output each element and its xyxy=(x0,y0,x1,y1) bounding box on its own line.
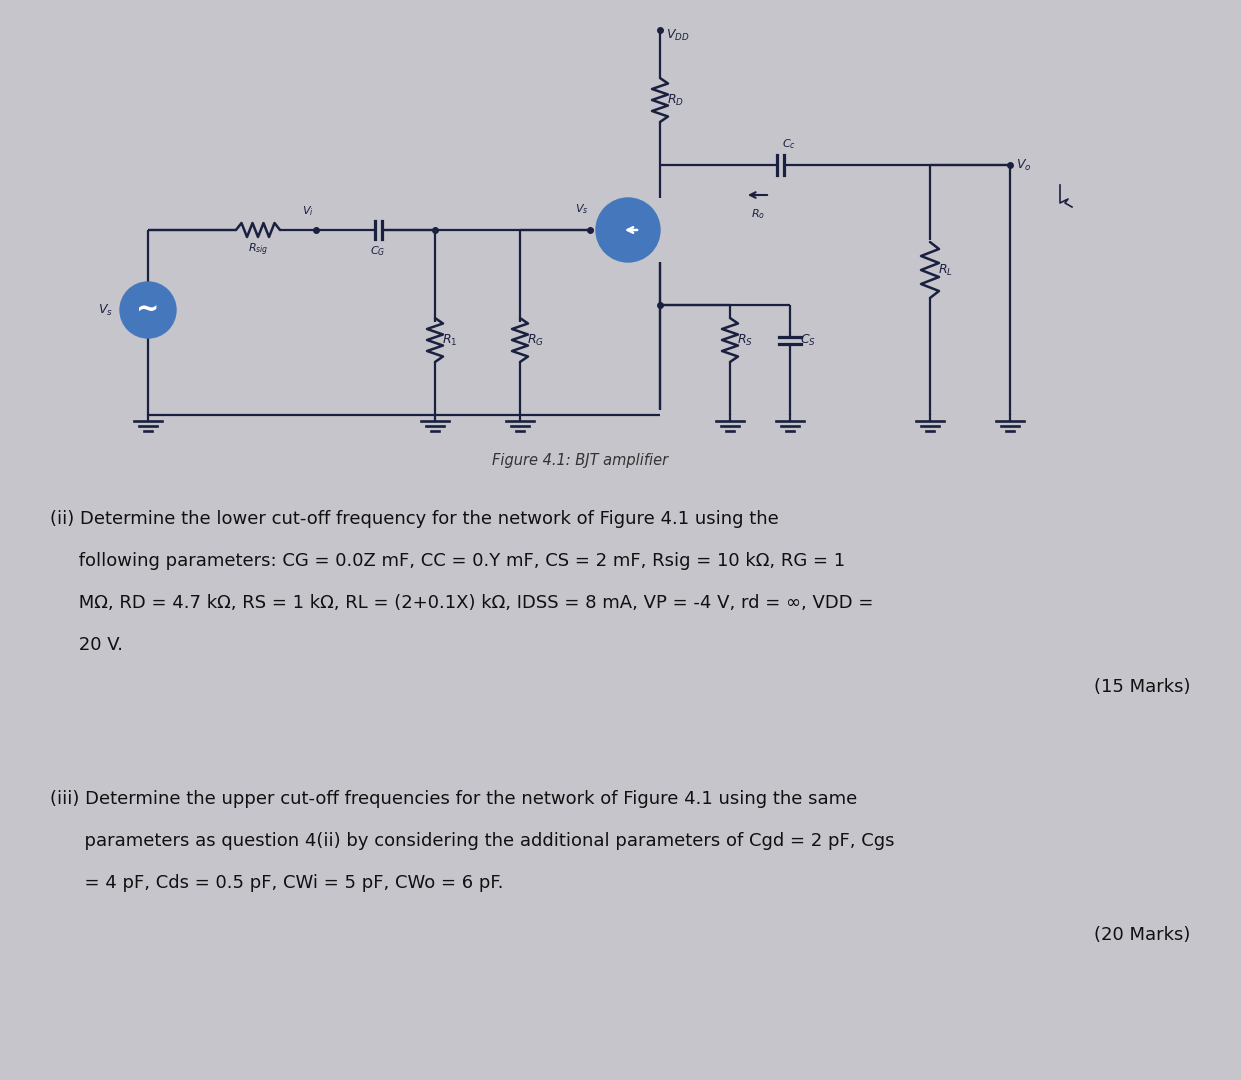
Text: $R_D$: $R_D$ xyxy=(666,93,684,108)
Text: $R_G$: $R_G$ xyxy=(527,333,544,348)
Text: $C_c$: $C_c$ xyxy=(782,137,795,151)
Text: (15 Marks): (15 Marks) xyxy=(1093,678,1190,696)
Text: $V_s$: $V_s$ xyxy=(98,302,113,318)
Text: $V_{DD}$: $V_{DD}$ xyxy=(666,28,690,43)
Text: (20 Marks): (20 Marks) xyxy=(1093,926,1190,944)
Text: −: − xyxy=(133,321,144,335)
Text: $R_o$: $R_o$ xyxy=(751,207,764,220)
Text: $R_L$: $R_L$ xyxy=(938,262,953,278)
Circle shape xyxy=(596,198,660,262)
Text: Figure 4.1: BJT amplifier: Figure 4.1: BJT amplifier xyxy=(491,453,668,468)
Text: $C_G$: $C_G$ xyxy=(370,244,386,258)
Text: $R_1$: $R_1$ xyxy=(442,333,458,348)
Text: (iii) Determine the upper cut-off frequencies for the network of Figure 4.1 usin: (iii) Determine the upper cut-off freque… xyxy=(50,789,858,808)
Text: $V_s$: $V_s$ xyxy=(576,202,588,216)
Text: ~: ~ xyxy=(137,296,160,324)
Circle shape xyxy=(120,282,176,338)
Text: = 4 pF, Cds = 0.5 pF, CWi = 5 pF, CWo = 6 pF.: = 4 pF, Cds = 0.5 pF, CWi = 5 pF, CWo = … xyxy=(50,874,504,892)
Text: 20 V.: 20 V. xyxy=(50,636,123,654)
Text: +: + xyxy=(133,285,144,299)
Text: $C_S$: $C_S$ xyxy=(800,333,817,348)
Text: $R_{sig}$: $R_{sig}$ xyxy=(248,242,268,258)
Text: parameters as question 4(ii) by considering the additional parameters of Cgd = 2: parameters as question 4(ii) by consider… xyxy=(50,832,895,850)
Text: $V_o$: $V_o$ xyxy=(1016,158,1031,173)
Text: following parameters: CG = 0.0Z mF, CC = 0.Y mF, CS = 2 mF, Rsig = 10 kΩ, RG = 1: following parameters: CG = 0.0Z mF, CC =… xyxy=(50,552,845,570)
Text: $R_S$: $R_S$ xyxy=(737,333,753,348)
Text: $V_i$: $V_i$ xyxy=(303,204,314,218)
Text: MΩ, RD = 4.7 kΩ, RS = 1 kΩ, RL = (2+0.1X) kΩ, IDSS = 8 mA, VP = -4 V, rd = ∞, VD: MΩ, RD = 4.7 kΩ, RS = 1 kΩ, RL = (2+0.1X… xyxy=(50,594,874,612)
Text: (ii) Determine the lower cut-off frequency for the network of Figure 4.1 using t: (ii) Determine the lower cut-off frequen… xyxy=(50,510,779,528)
